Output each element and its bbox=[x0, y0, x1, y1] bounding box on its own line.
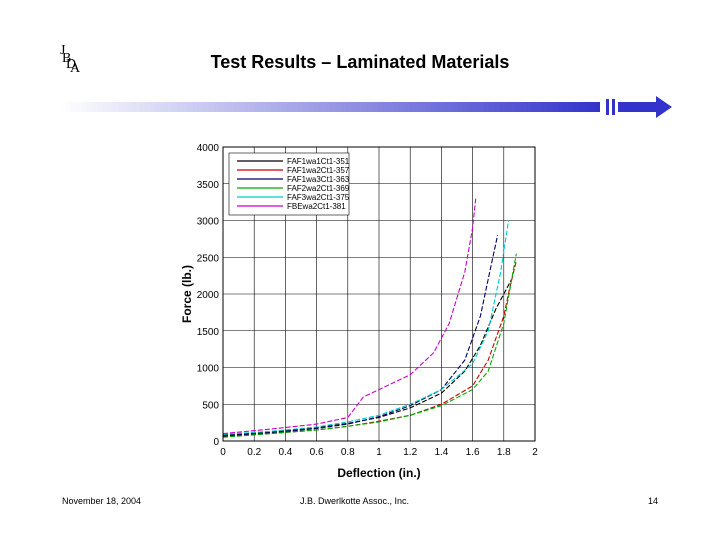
y-tick-label: 2500 bbox=[197, 253, 220, 264]
series-line bbox=[222, 235, 499, 437]
x-tick-label: 0.8 bbox=[341, 447, 355, 458]
logo-letter-d: D bbox=[66, 57, 77, 72]
banner-gradient-bar bbox=[60, 102, 600, 112]
company-logo: J B D A bbox=[58, 44, 88, 78]
y-tick-label: 0 bbox=[213, 437, 219, 448]
title-banner bbox=[60, 96, 672, 118]
legend-entry: FAF3wa2Ct1-375 bbox=[287, 193, 350, 202]
legend-entry: FAF1wa3Ct1-363 bbox=[287, 175, 350, 184]
x-tick-label: 1 bbox=[376, 447, 382, 458]
x-tick-label: 1.8 bbox=[497, 447, 511, 458]
logo-letter-j: J bbox=[60, 43, 66, 58]
footer-date: November 18, 2004 bbox=[62, 496, 142, 506]
legend-box bbox=[228, 152, 350, 216]
page-number: 14 bbox=[648, 496, 659, 506]
x-tick-label: 0.6 bbox=[310, 447, 324, 458]
chart-series-group bbox=[222, 198, 517, 438]
series-line bbox=[222, 198, 477, 435]
legend-entry: FAF2wa2Ct1-369 bbox=[287, 184, 350, 193]
banner-tick-2 bbox=[612, 99, 615, 115]
chart-grid bbox=[223, 147, 535, 441]
x-axis-label: Deflection (in.) bbox=[337, 466, 420, 480]
y-tick-label: 1000 bbox=[197, 364, 220, 375]
logo-letter-a: A bbox=[70, 61, 81, 76]
series-line bbox=[222, 253, 517, 438]
force-deflection-chart: 0 0.2 0.4 0.6 0.8 1 1.2 1.4 1.6 1.8 2 0 500 1000 1500 2… bbox=[180, 143, 538, 480]
legend-entry: FAF1wa1Ct1-351 bbox=[287, 157, 350, 166]
logo-letter-b: B bbox=[62, 51, 72, 66]
series-line bbox=[222, 279, 513, 436]
legend-entry: FAF1wa2Ct1-357 bbox=[287, 166, 350, 175]
y-tick-label: 2000 bbox=[197, 290, 220, 301]
x-tick-label: 0 bbox=[220, 447, 226, 458]
banner-arrow-shaft bbox=[618, 102, 658, 112]
footer-company: J.B. Dwerlkotte Assoc., Inc. bbox=[300, 496, 410, 506]
plot-frame bbox=[222, 146, 536, 442]
banner-arrow-icon bbox=[656, 96, 672, 118]
legend-entry: FBEwa2Ct1-381 bbox=[287, 202, 346, 211]
x-tick-label: 1.4 bbox=[434, 447, 448, 458]
x-tick-label: 0.4 bbox=[278, 447, 292, 458]
chart-ticks: 0 0.2 0.4 0.6 0.8 1 1.2 1.4 1.6 1.8 2 0 500 1000 1500 2… bbox=[197, 143, 538, 458]
y-tick-label: 3000 bbox=[197, 217, 220, 228]
x-tick-label: 0.2 bbox=[247, 447, 261, 458]
y-axis-label: Force (lb.) bbox=[180, 265, 194, 323]
slide-title: Test Results – Laminated Materials bbox=[210, 52, 510, 72]
chart-legend: FAF1wa1Ct1-351FAF1wa2Ct1-357FAF1wa3Ct1-3… bbox=[228, 152, 350, 216]
y-tick-label: 500 bbox=[202, 400, 219, 411]
series-line bbox=[222, 220, 510, 435]
x-tick-label: 2 bbox=[532, 447, 538, 458]
y-tick-label: 4000 bbox=[197, 143, 220, 154]
x-tick-label: 1.2 bbox=[403, 447, 417, 458]
banner-tick-1 bbox=[606, 99, 609, 115]
y-tick-label: 3500 bbox=[197, 180, 220, 191]
x-tick-label: 1.6 bbox=[466, 447, 480, 458]
y-tick-label: 1500 bbox=[197, 327, 220, 338]
